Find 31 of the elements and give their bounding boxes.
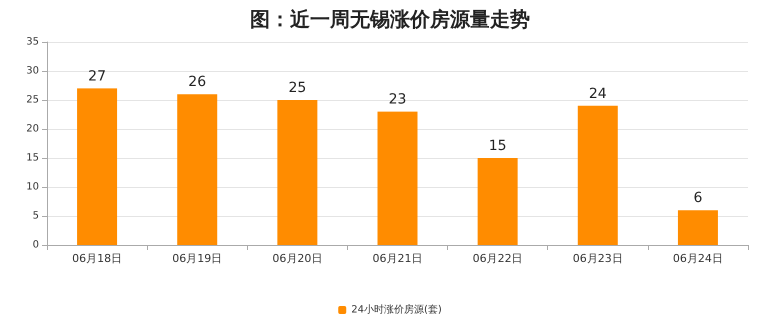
y-tick-label: 25 xyxy=(26,94,39,106)
data-label: 23 xyxy=(388,92,406,108)
bar xyxy=(478,158,518,245)
y-tick-label: 20 xyxy=(26,124,39,134)
data-label: 15 xyxy=(488,138,507,154)
x-tick-label: 06月22日 xyxy=(472,252,523,265)
bar xyxy=(378,112,418,245)
y-tick-label: 0 xyxy=(32,240,39,250)
bar xyxy=(578,106,618,245)
y-tick-label: 5 xyxy=(32,210,39,222)
x-tick-label: 06月21日 xyxy=(372,252,422,265)
y-tick-label: 15 xyxy=(26,152,39,164)
y-tick-label: 30 xyxy=(26,66,39,76)
bar xyxy=(77,88,118,245)
legend-label: 24小时涨价房源(套) xyxy=(351,304,442,316)
data-label: 25 xyxy=(288,80,306,96)
x-tick-label: 06月23日 xyxy=(572,252,623,265)
y-tick-label: 10 xyxy=(26,182,39,192)
x-tick-label: 06月20日 xyxy=(272,252,322,265)
y-tick-label: 35 xyxy=(26,36,39,48)
bar xyxy=(277,100,318,245)
bar xyxy=(678,210,718,245)
data-label: 24 xyxy=(588,86,607,102)
x-tick-label: 06月18日 xyxy=(72,252,122,265)
chart-title: 图：近一周无锡涨价房源量走势 xyxy=(250,7,530,31)
data-label: 6 xyxy=(693,190,702,206)
x-tick-label: 06月19日 xyxy=(172,252,222,265)
bar xyxy=(177,94,218,245)
data-label: 27 xyxy=(88,68,106,84)
data-label: 26 xyxy=(188,74,206,90)
x-tick-label: 06月24日 xyxy=(672,252,723,265)
